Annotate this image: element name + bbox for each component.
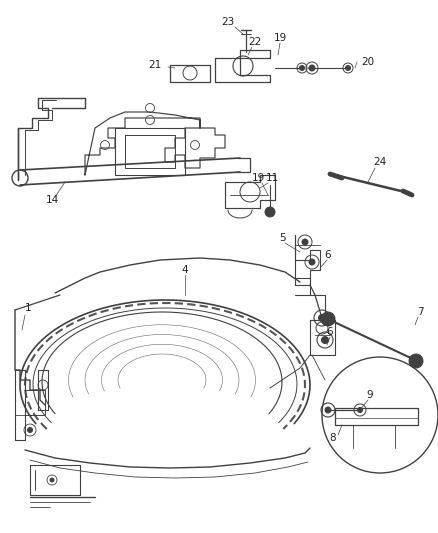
- Circle shape: [318, 314, 325, 321]
- Text: 9: 9: [367, 390, 373, 400]
- Text: 14: 14: [46, 195, 59, 205]
- Circle shape: [300, 66, 304, 70]
- Text: 4: 4: [182, 265, 188, 275]
- Text: 11: 11: [265, 173, 279, 183]
- Text: 19: 19: [251, 173, 265, 183]
- Circle shape: [321, 336, 328, 343]
- Circle shape: [265, 207, 275, 217]
- Circle shape: [321, 312, 335, 326]
- Text: 23: 23: [221, 17, 235, 27]
- Circle shape: [409, 354, 423, 368]
- Text: 19: 19: [273, 33, 286, 43]
- Text: 6: 6: [325, 250, 331, 260]
- Text: 8: 8: [330, 433, 336, 443]
- Circle shape: [346, 66, 350, 70]
- Text: 22: 22: [248, 37, 261, 47]
- Text: 6: 6: [327, 327, 333, 337]
- Circle shape: [50, 478, 54, 482]
- Circle shape: [28, 427, 32, 432]
- Text: 20: 20: [361, 57, 374, 67]
- Circle shape: [309, 65, 315, 71]
- Circle shape: [309, 259, 315, 265]
- Text: 5: 5: [279, 233, 285, 243]
- Circle shape: [357, 408, 363, 413]
- Text: 1: 1: [25, 303, 31, 313]
- Circle shape: [302, 239, 308, 245]
- Text: 24: 24: [373, 157, 387, 167]
- Text: 21: 21: [148, 60, 162, 70]
- Text: 7: 7: [417, 307, 423, 317]
- Circle shape: [325, 407, 331, 413]
